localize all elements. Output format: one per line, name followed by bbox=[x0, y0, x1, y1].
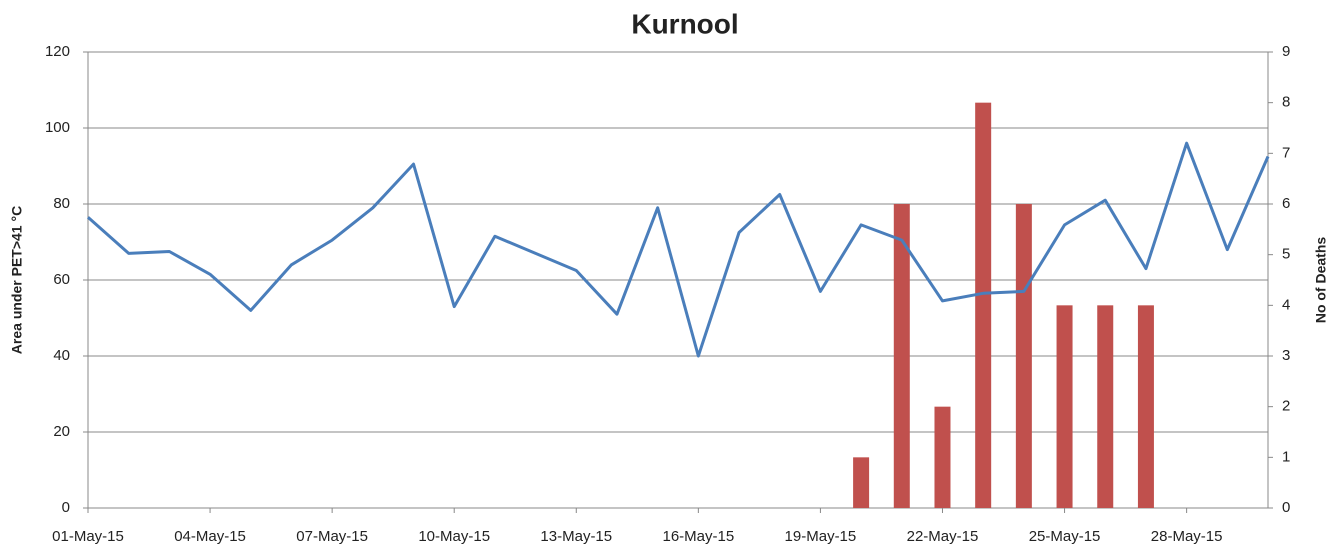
y2-tick-label: 7 bbox=[1282, 144, 1290, 161]
y-tick-label: 100 bbox=[45, 119, 70, 136]
x-tick-label: 19-May-15 bbox=[785, 528, 857, 545]
y2-tick-label: 8 bbox=[1282, 94, 1290, 111]
y2-tick-label: 6 bbox=[1282, 195, 1290, 212]
y-tick-label: 40 bbox=[53, 347, 70, 364]
x-tick-label: 04-May-15 bbox=[174, 528, 246, 545]
y-tick-label: 20 bbox=[53, 423, 70, 440]
y-tick-label: 60 bbox=[53, 271, 70, 288]
y2-axis-title: No of Deaths bbox=[1313, 237, 1329, 324]
bar bbox=[934, 406, 951, 508]
bar bbox=[975, 102, 992, 509]
x-tick-label: 01-May-15 bbox=[52, 528, 124, 545]
y2-tick-label: 2 bbox=[1282, 398, 1290, 415]
x-tick-label: 22-May-15 bbox=[907, 528, 979, 545]
y-tick-label: 80 bbox=[53, 195, 70, 212]
y2-tick-label: 4 bbox=[1282, 296, 1290, 313]
x-tick-label: 13-May-15 bbox=[540, 528, 612, 545]
x-tick-label: 07-May-15 bbox=[296, 528, 368, 545]
x-tick-label: 10-May-15 bbox=[418, 528, 490, 545]
y-tick-label: 0 bbox=[62, 499, 70, 516]
y2-tick-label: 9 bbox=[1282, 43, 1290, 60]
bar bbox=[1056, 305, 1073, 508]
x-tick-label: 16-May-15 bbox=[662, 528, 734, 545]
y2-tick-label: 0 bbox=[1282, 499, 1290, 516]
y2-tick-label: 5 bbox=[1282, 246, 1290, 263]
x-tick-label: 28-May-15 bbox=[1151, 528, 1223, 545]
chart-title: Kurnool bbox=[631, 8, 738, 39]
bar bbox=[853, 457, 870, 508]
y2-tick-label: 1 bbox=[1282, 448, 1290, 465]
line bbox=[87, 141, 1270, 358]
y-axis-title: Area under PET>41 °C bbox=[9, 206, 25, 354]
bar bbox=[893, 204, 910, 508]
y2-tick-label: 3 bbox=[1282, 347, 1290, 364]
x-tick-label: 25-May-15 bbox=[1029, 528, 1101, 545]
bar bbox=[1097, 305, 1114, 508]
bar bbox=[1137, 305, 1154, 508]
bar bbox=[1015, 204, 1032, 508]
y-tick-label: 120 bbox=[45, 43, 70, 60]
